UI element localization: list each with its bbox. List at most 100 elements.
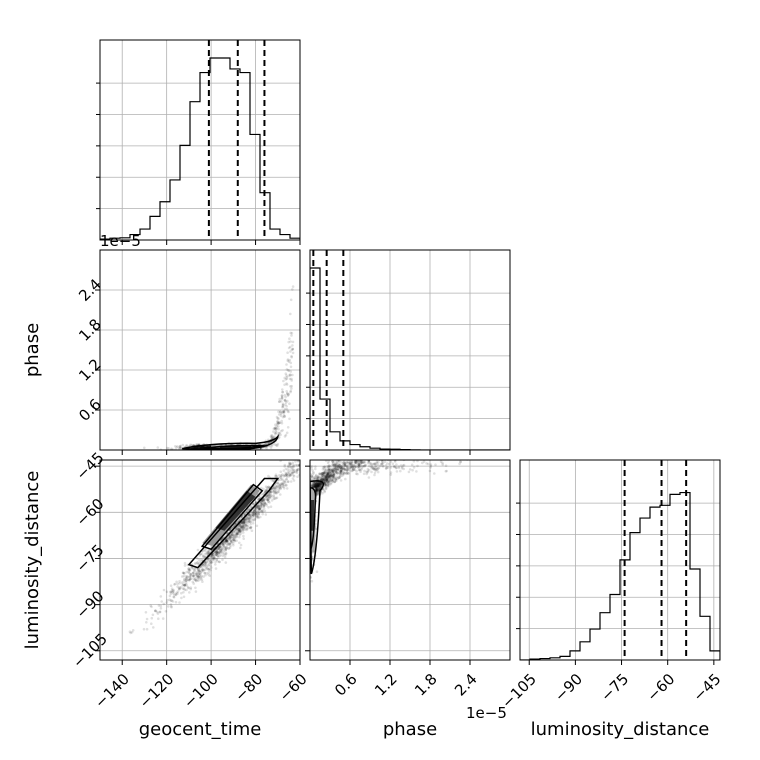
scatter-point — [321, 478, 324, 481]
scatter-point — [243, 517, 247, 521]
scatter-point — [256, 514, 259, 518]
scatter-point — [169, 599, 173, 602]
scatter-point — [232, 530, 236, 533]
scatter-point — [245, 510, 249, 513]
scatter-point — [242, 522, 245, 526]
scatter-point — [314, 483, 318, 487]
scatter-point — [316, 487, 320, 490]
scatter-point — [316, 485, 320, 488]
scatter-point — [248, 516, 251, 520]
scatter-point — [283, 465, 287, 468]
scatter-point — [238, 529, 241, 532]
scatter-point — [262, 507, 266, 510]
scatter-point — [259, 505, 262, 508]
scatter-point — [242, 521, 246, 524]
scatter-point — [205, 572, 209, 575]
histogram-luminosity_distance — [520, 491, 720, 660]
scatter-point — [204, 563, 207, 567]
scatter-point — [429, 466, 432, 469]
scatter-point — [221, 542, 225, 546]
scatter-point — [323, 473, 326, 477]
scatter-point — [269, 446, 273, 450]
scatter-point — [313, 485, 316, 489]
scatter-point — [243, 525, 246, 528]
scatter-point — [316, 490, 320, 493]
contour-outer — [310, 480, 325, 575]
scatter-point — [186, 575, 189, 579]
scatter-point — [167, 447, 170, 450]
scatter-point — [373, 473, 376, 477]
scatter-point — [333, 476, 336, 480]
scatter-point — [189, 573, 193, 576]
scatter-point — [257, 512, 261, 515]
scatter-point — [314, 467, 317, 471]
scatter-point — [194, 590, 198, 593]
scatter-point — [316, 486, 319, 490]
scatter-point — [360, 461, 364, 465]
scatter-point — [227, 542, 230, 545]
scatter-point — [364, 464, 367, 467]
scatter-point — [317, 482, 320, 486]
scatter-point — [333, 480, 336, 484]
ylabel-luminosity-distance: luminosity_distance — [22, 471, 43, 650]
scatter-point — [334, 469, 337, 473]
scatter-point — [239, 546, 242, 550]
scatter-point — [315, 488, 318, 492]
scatter-point — [190, 443, 193, 447]
scatter-point — [325, 473, 328, 476]
scatter-point — [212, 553, 215, 556]
scatter-point — [178, 445, 182, 449]
scatter-point — [328, 469, 332, 472]
scatter-point — [196, 568, 200, 572]
scatter-point — [288, 461, 292, 465]
scatter-point — [274, 429, 278, 433]
scatter-point — [399, 464, 403, 467]
scatter-point — [372, 466, 376, 470]
scatter-point — [336, 461, 339, 464]
scatter-point — [285, 431, 289, 435]
scatter-point — [349, 462, 353, 465]
scatter-point — [318, 485, 322, 488]
scatter-point — [323, 469, 327, 473]
scatter-point — [265, 447, 269, 450]
scatter-point — [350, 467, 354, 470]
scatter-point — [259, 502, 262, 505]
scatter-point — [179, 444, 182, 448]
scatter-point — [236, 532, 239, 535]
scatter-point — [321, 478, 325, 481]
scatter-point — [240, 525, 244, 529]
scatter-point — [322, 479, 326, 483]
scatter-point — [294, 460, 297, 463]
scatter-point — [337, 465, 340, 469]
scatter-point — [199, 446, 202, 449]
scatter-point — [198, 446, 202, 449]
scatter-point — [150, 622, 153, 625]
scatter-point — [209, 568, 212, 572]
scatter-point — [224, 552, 227, 555]
scatter-point — [386, 462, 389, 465]
scatter-point — [219, 543, 223, 547]
scatter-point — [201, 553, 204, 556]
scatter-point — [317, 482, 321, 486]
scatter-point — [349, 462, 352, 466]
scatter-point — [319, 485, 322, 488]
scatter-point — [343, 462, 347, 465]
scatter-point — [245, 521, 248, 524]
scatter-point — [401, 464, 405, 467]
scatter-point — [257, 498, 260, 501]
scatter-point — [279, 412, 283, 416]
scatter-point — [183, 561, 187, 565]
scatter-point — [287, 360, 291, 364]
scatter-point — [191, 571, 195, 575]
scatter-point — [251, 502, 255, 506]
scatter-point — [185, 588, 188, 592]
scatter-point — [369, 465, 373, 469]
scatter-point — [244, 521, 247, 524]
scatter-point — [273, 435, 276, 438]
scatter-point — [373, 467, 376, 471]
scatter-point — [324, 475, 327, 478]
scatter-point — [272, 436, 275, 439]
scatter-point — [183, 588, 187, 592]
scatter-point — [330, 473, 334, 477]
scatter-point — [328, 476, 332, 479]
